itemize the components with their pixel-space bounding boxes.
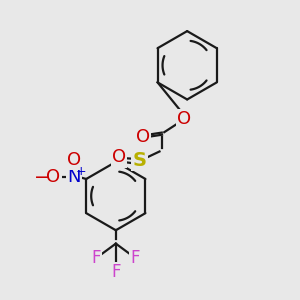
- Text: F: F: [92, 250, 101, 268]
- Text: F: F: [111, 263, 121, 281]
- Text: O: O: [46, 168, 61, 186]
- Text: S: S: [133, 151, 147, 170]
- Text: N: N: [68, 168, 81, 186]
- Text: F: F: [130, 250, 140, 268]
- Text: O: O: [112, 148, 126, 166]
- Text: O: O: [67, 152, 81, 169]
- Text: O: O: [177, 110, 191, 128]
- Text: −: −: [34, 168, 50, 187]
- Text: +: +: [75, 165, 86, 178]
- Text: O: O: [136, 128, 150, 146]
